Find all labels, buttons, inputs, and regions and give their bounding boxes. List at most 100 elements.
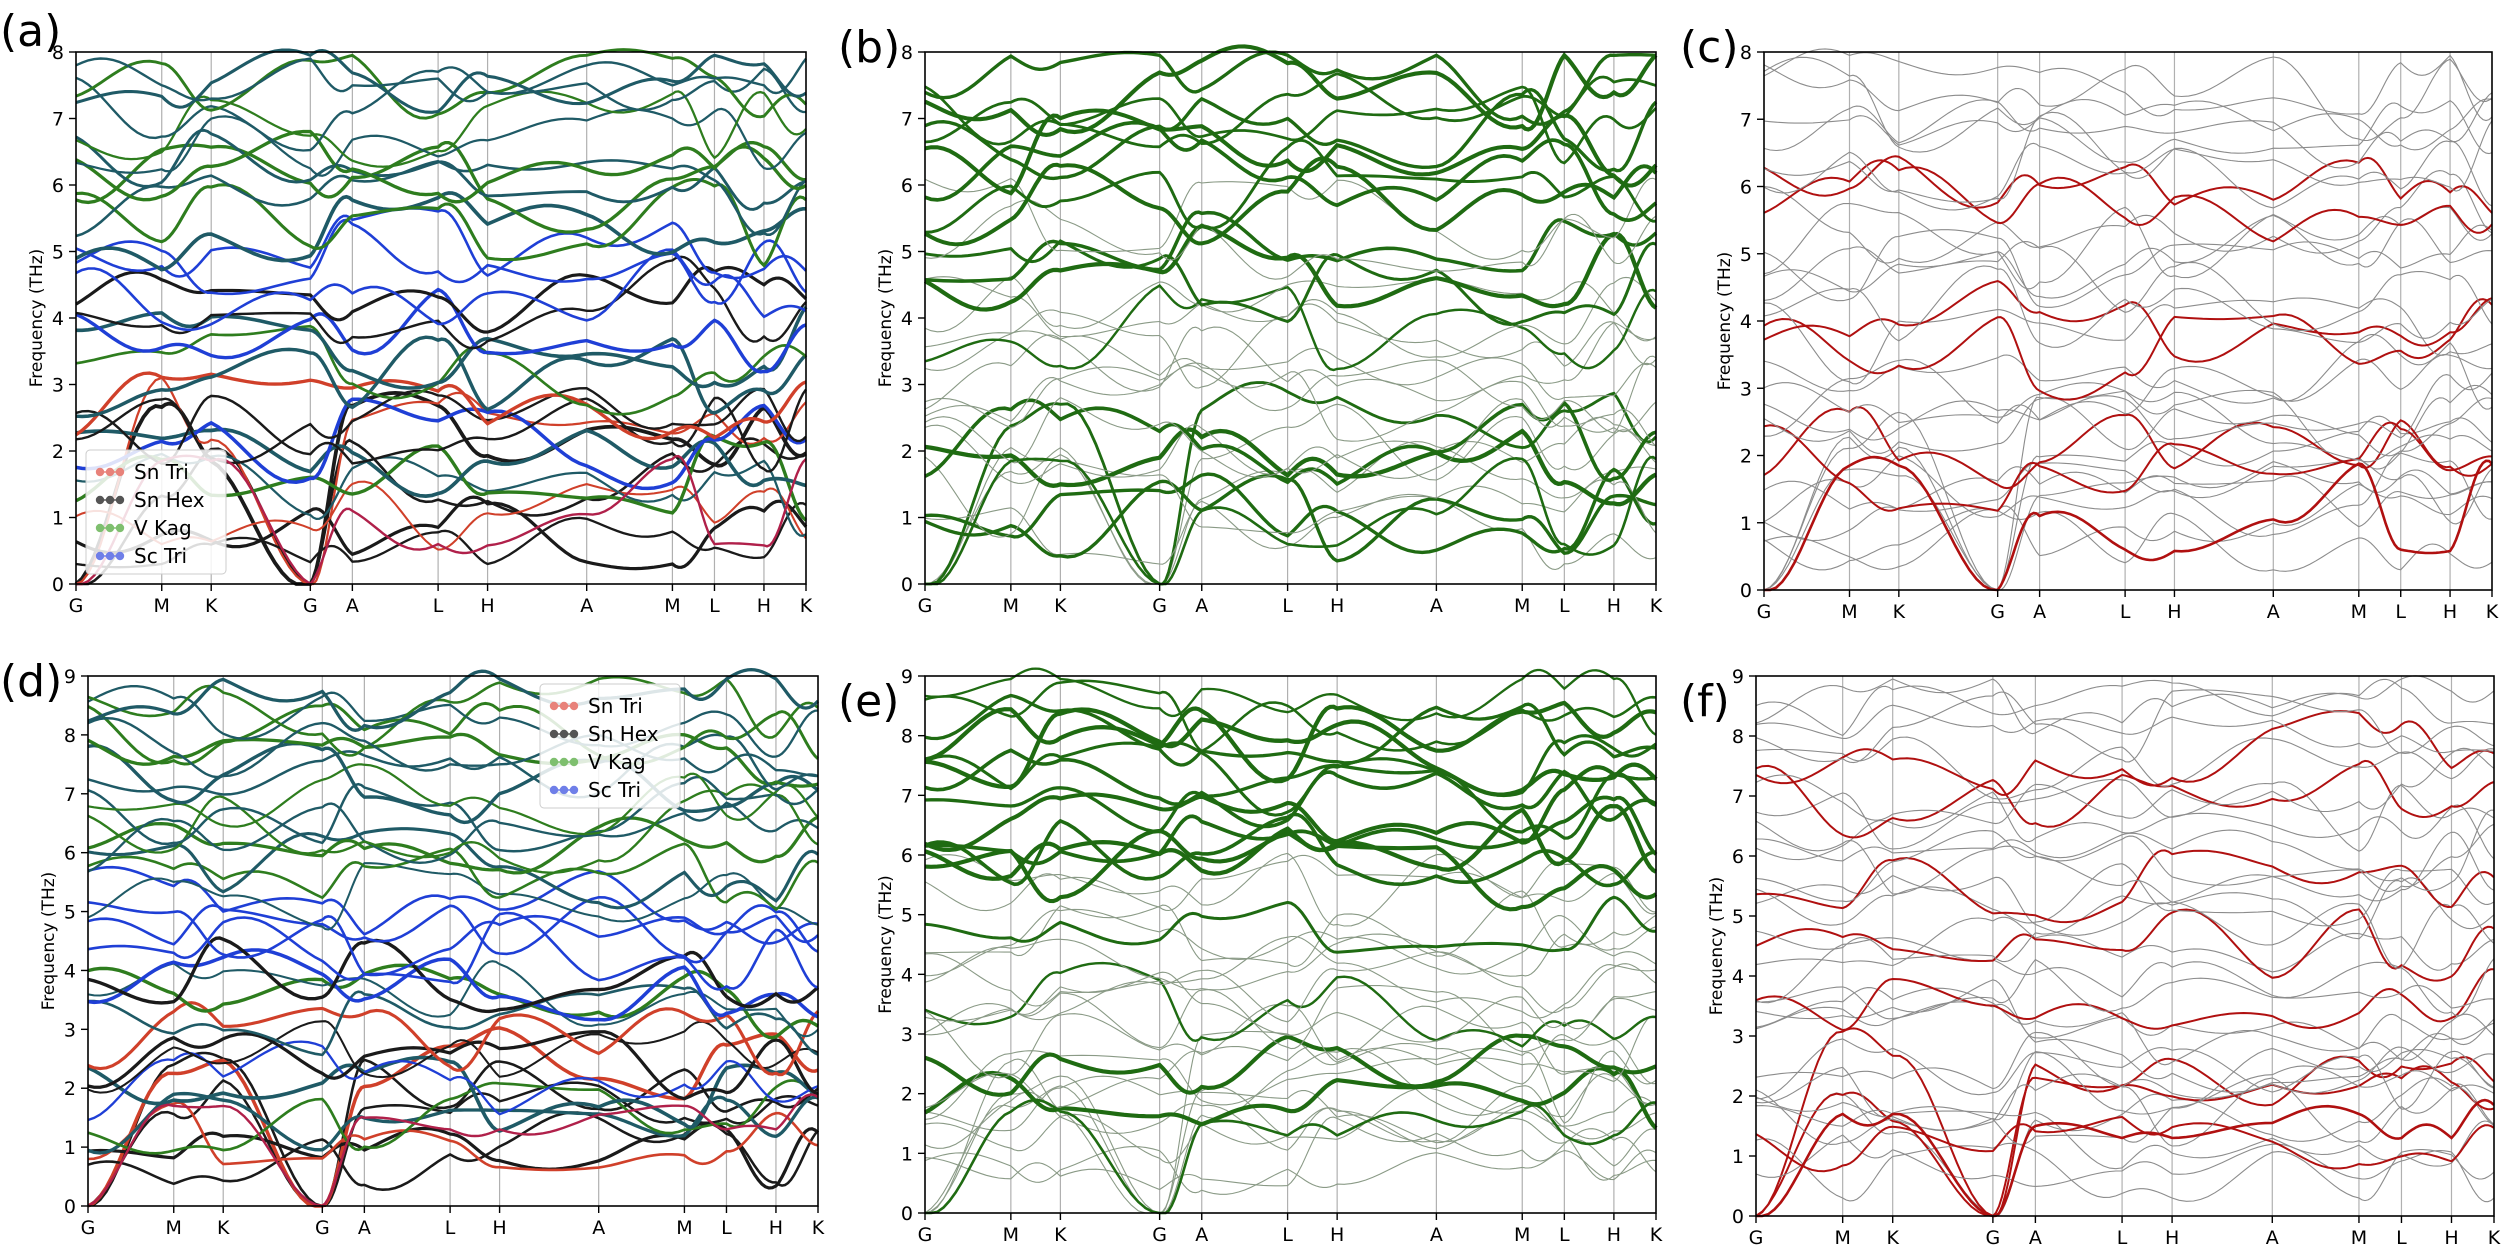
optical-band bbox=[924, 895, 1657, 954]
optical-band bbox=[924, 914, 1657, 991]
y-tick-label: 2 bbox=[901, 441, 913, 463]
optical-band bbox=[924, 763, 1657, 840]
y-axis-label: Frequency (THz) bbox=[1715, 252, 1735, 391]
x-tick-label: G bbox=[1749, 1227, 1764, 1249]
y-tick-label: 7 bbox=[1732, 786, 1744, 808]
y-tick-label: 1 bbox=[901, 508, 913, 530]
y-tick-label: 0 bbox=[901, 1203, 913, 1225]
panel-letter: (d) bbox=[0, 656, 62, 707]
x-tick-label: H bbox=[2165, 1227, 2179, 1249]
acoustic-band bbox=[87, 1026, 819, 1208]
optical-band bbox=[75, 90, 807, 168]
axes-frame bbox=[1755, 675, 2495, 1217]
x-tick-label: A bbox=[1430, 1224, 1443, 1246]
x-tick-label: G bbox=[918, 1224, 933, 1246]
optical-band bbox=[87, 732, 819, 788]
optical-band bbox=[924, 707, 1658, 797]
y-tick-label: 6 bbox=[901, 845, 913, 867]
acoustic-band bbox=[1763, 384, 2493, 591]
x-tick-label: M bbox=[1003, 1224, 1019, 1246]
optical-band bbox=[75, 324, 807, 416]
optical-band bbox=[87, 1055, 819, 1133]
optical-band bbox=[87, 775, 819, 853]
optical-band bbox=[75, 129, 807, 204]
x-tick-label: M bbox=[2351, 601, 2367, 623]
optical-band bbox=[1755, 916, 2495, 973]
optical-band bbox=[87, 948, 819, 1022]
x-tick-label: K bbox=[2486, 601, 2499, 623]
optical-band bbox=[924, 795, 1658, 866]
x-tick-label: G bbox=[69, 595, 84, 617]
y-tick-label: 8 bbox=[64, 725, 76, 747]
panel-letter: (b) bbox=[838, 22, 900, 73]
optical-band bbox=[1763, 466, 2492, 528]
legend-label: Sc Tri bbox=[588, 778, 641, 802]
optical-band bbox=[924, 365, 1657, 447]
x-tick-label: L bbox=[2395, 601, 2406, 623]
y-axis-label: Frequency (THz) bbox=[27, 249, 47, 388]
optical-band bbox=[924, 1033, 1657, 1097]
legend-label: Sn Tri bbox=[134, 460, 189, 484]
band-acoustic-low bbox=[87, 1093, 819, 1208]
optical-band bbox=[87, 763, 819, 836]
optical-band bbox=[1755, 759, 2495, 839]
optical-band bbox=[1763, 397, 2493, 457]
y-tick-label: 8 bbox=[52, 42, 64, 64]
optical-band bbox=[87, 862, 819, 931]
optical-band bbox=[87, 801, 819, 873]
optical-band bbox=[924, 239, 1657, 327]
x-tick-label: H bbox=[480, 595, 494, 617]
y-tick-label: 8 bbox=[1732, 726, 1744, 748]
x-tick-label: L bbox=[1559, 595, 1570, 617]
x-tick-label: G bbox=[1986, 1227, 2001, 1249]
optical-band bbox=[1755, 791, 2495, 861]
optical-band bbox=[1755, 820, 2495, 895]
band-acoustic-low bbox=[1764, 455, 2493, 592]
optical-band bbox=[924, 1103, 1657, 1181]
x-tick-label: K bbox=[1054, 1224, 1067, 1246]
panel-letter: (a) bbox=[0, 6, 61, 57]
y-tick-label: 7 bbox=[1740, 109, 1752, 131]
optical-band bbox=[924, 1116, 1657, 1191]
optical-band bbox=[924, 50, 1657, 126]
y-tick-label: 7 bbox=[64, 784, 76, 806]
x-tick-label: G bbox=[81, 1217, 96, 1239]
x-tick-label: L bbox=[2396, 1227, 2407, 1249]
optical-band bbox=[1763, 159, 2493, 243]
y-tick-label: 0 bbox=[1740, 580, 1752, 602]
y-tick-label: 7 bbox=[901, 785, 913, 807]
band-acoustic-low bbox=[925, 1098, 1656, 1215]
optical-band bbox=[75, 397, 807, 491]
optical-band bbox=[1763, 111, 2493, 203]
optical-band bbox=[924, 120, 1658, 223]
optical-band bbox=[87, 963, 819, 1040]
y-tick-label: 4 bbox=[52, 308, 64, 330]
optical-band bbox=[75, 191, 806, 272]
panel-b: (b) 0 1 2 3 4 5 6 7 8 G M K G A L H A M L H K Frequency (THz) bbox=[838, 22, 1663, 617]
legend-label: Sn Hex bbox=[588, 722, 659, 746]
y-tick-label: 8 bbox=[901, 42, 913, 64]
y-tick-label: 1 bbox=[1732, 1146, 1744, 1168]
optical-band bbox=[87, 1030, 819, 1101]
optical-band bbox=[924, 321, 1657, 402]
y-tick-label: 2 bbox=[901, 1084, 913, 1106]
legend-box bbox=[85, 449, 227, 575]
y-tick-label: 0 bbox=[64, 1196, 76, 1218]
x-tick-label: K bbox=[1650, 1224, 1663, 1246]
optical-band bbox=[1763, 241, 2493, 332]
y-tick-label: 0 bbox=[901, 574, 913, 596]
acoustic-band bbox=[924, 1085, 1657, 1214]
optical-band bbox=[1755, 958, 2495, 1020]
y-tick-label: 1 bbox=[1740, 513, 1752, 535]
band-lines bbox=[923, 667, 1658, 1215]
x-tick-label: K bbox=[217, 1217, 230, 1239]
x-tick-label: H bbox=[1330, 595, 1344, 617]
optical-band bbox=[1755, 1105, 2495, 1170]
acoustic-band bbox=[1755, 1027, 2495, 1218]
optical-band bbox=[924, 908, 1657, 977]
y-tick-label: 6 bbox=[1740, 177, 1752, 199]
optical-band bbox=[924, 812, 1657, 888]
x-tick-label: G bbox=[303, 595, 318, 617]
x-tick-label: K bbox=[1886, 1227, 1899, 1249]
x-tick-label: K bbox=[2488, 1227, 2501, 1249]
